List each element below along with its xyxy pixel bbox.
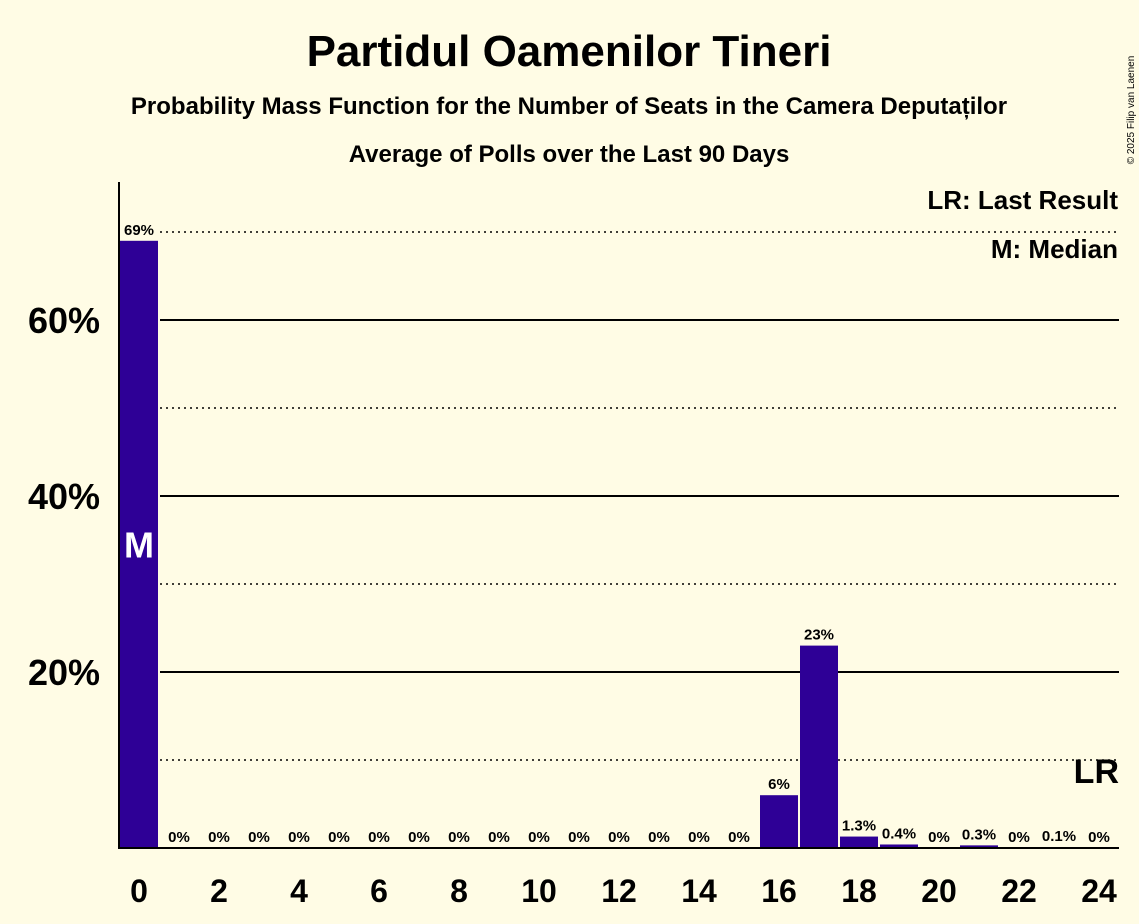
legend-last-result: LR: Last Result	[927, 185, 1118, 215]
bar	[120, 240, 158, 849]
value-label: 1.3%	[842, 818, 876, 835]
x-tick-label: 0	[130, 873, 148, 909]
x-tick-label: 18	[841, 873, 877, 909]
value-label: 0%	[368, 829, 390, 846]
chart-subtitle-period: Average of Polls over the Last 90 Days	[349, 141, 790, 168]
value-label: 0%	[608, 829, 630, 846]
chart-subtitle: Probability Mass Function for the Number…	[131, 93, 1007, 120]
value-label: 0.3%	[962, 826, 996, 843]
axes: 20%40%60%0 2 4 6 8 10 12 14 16 18 20 22 24	[28, 182, 1119, 909]
value-label: 6%	[768, 776, 790, 793]
value-label: 0%	[408, 829, 430, 846]
value-label: 0%	[1008, 829, 1030, 846]
x-tick-label: 4	[290, 873, 308, 909]
value-label: 0%	[168, 829, 190, 846]
y-tick-label: 60%	[28, 300, 100, 341]
value-label: 0%	[528, 829, 550, 846]
bar	[840, 836, 878, 848]
median-marker: M	[124, 524, 154, 565]
x-tick-label: 22	[1001, 873, 1037, 909]
value-label: 0%	[688, 829, 710, 846]
value-label: 0.1%	[1042, 828, 1076, 845]
x-tick-label: 8	[450, 873, 468, 909]
bar	[960, 845, 998, 848]
bar	[800, 645, 838, 848]
value-label: 23%	[804, 627, 834, 644]
chart-title: Partidul Oamenilor Tineri	[307, 27, 832, 76]
value-label: 0%	[328, 829, 350, 846]
x-tick-label: 24	[1081, 873, 1117, 909]
value-label: 0%	[488, 829, 510, 846]
y-tick-label: 40%	[28, 476, 100, 517]
x-tick-label: 10	[521, 873, 557, 909]
value-label: 0%	[568, 829, 590, 846]
x-tick-label: 16	[761, 873, 797, 909]
value-labels: 69% 0% 0% 0% 0% 0% 0% 0% 0% 0% 0% 0% 0% 0% 0% 0% 6% 23% 1.…	[124, 222, 1119, 846]
value-label: 0%	[448, 829, 470, 846]
legend-median: M: Median	[991, 234, 1118, 264]
chart-texts: Partidul Oamenilor Tineri Probability Ma…	[131, 27, 1137, 264]
bars	[120, 240, 1078, 849]
value-label: 0%	[648, 829, 670, 846]
value-label: 0%	[248, 829, 270, 846]
x-tick-label: 2	[210, 873, 228, 909]
copyright-notice: © 2025 Filip van Laenen	[1126, 56, 1137, 165]
x-tick-label: 14	[681, 873, 717, 909]
x-tick-label: 6	[370, 873, 388, 909]
value-label: 0%	[728, 829, 750, 846]
value-label: 0%	[288, 829, 310, 846]
bar	[880, 844, 918, 848]
x-tick-label: 12	[601, 873, 637, 909]
x-tick-label: 20	[921, 873, 957, 909]
gridlines	[160, 231, 1119, 761]
value-label: 0%	[1088, 829, 1110, 846]
value-label: 0.4%	[882, 825, 916, 842]
value-label: 0%	[208, 829, 230, 846]
bar	[760, 795, 798, 848]
y-tick-label: 20%	[28, 652, 100, 693]
value-label: 0%	[928, 829, 950, 846]
last-result-marker: LR	[1074, 753, 1119, 791]
value-label: 69%	[124, 222, 154, 239]
